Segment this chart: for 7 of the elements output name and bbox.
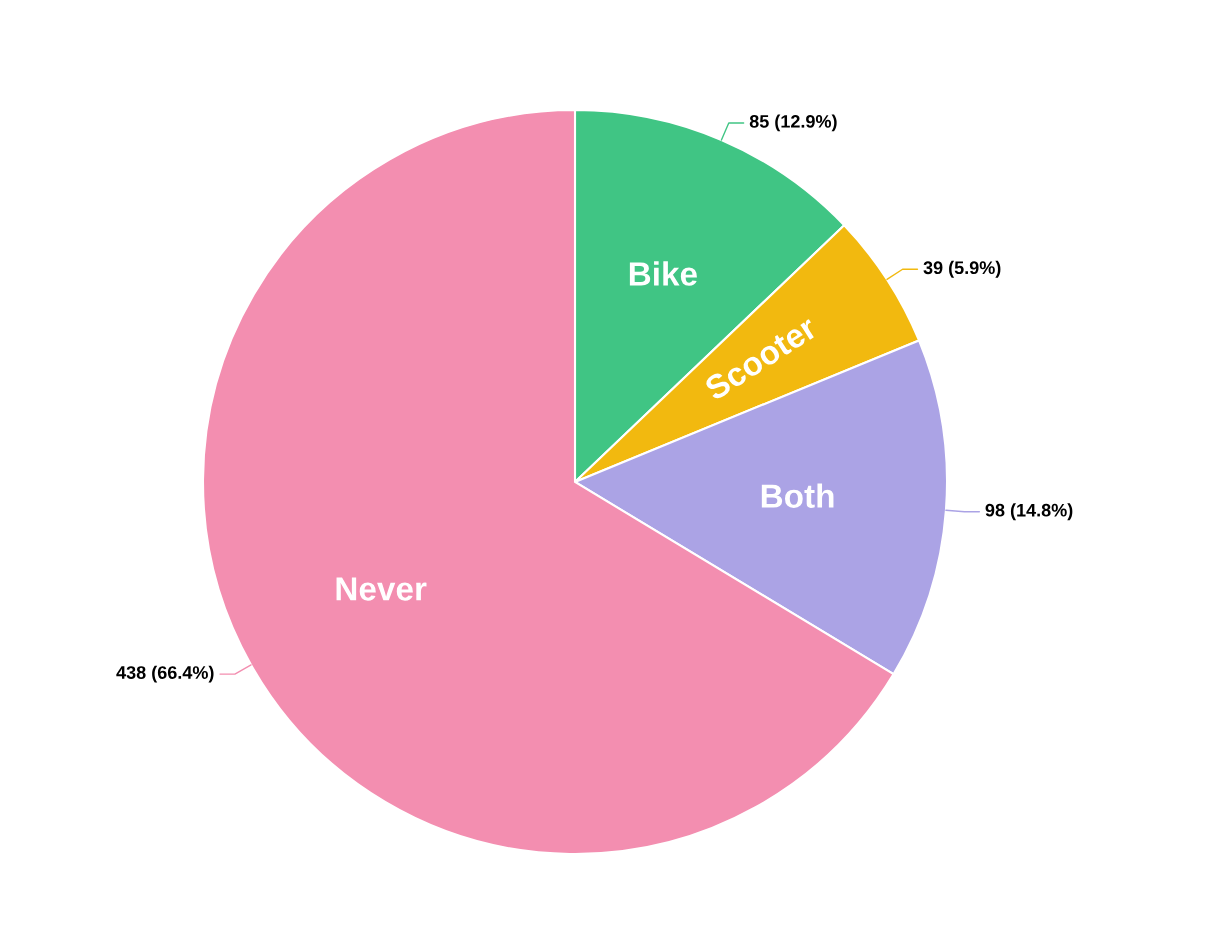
slice-label: Never xyxy=(336,577,427,601)
data-label: 85 (12.9%) xyxy=(749,114,837,132)
slice-label: Bike xyxy=(629,261,697,286)
slice-label: Both xyxy=(761,483,834,508)
data-label: 98 (14.8%) xyxy=(985,503,1073,521)
data-label: 438 (66.4%) xyxy=(116,665,214,683)
data-label: 39 (5.9%) xyxy=(923,260,1001,278)
